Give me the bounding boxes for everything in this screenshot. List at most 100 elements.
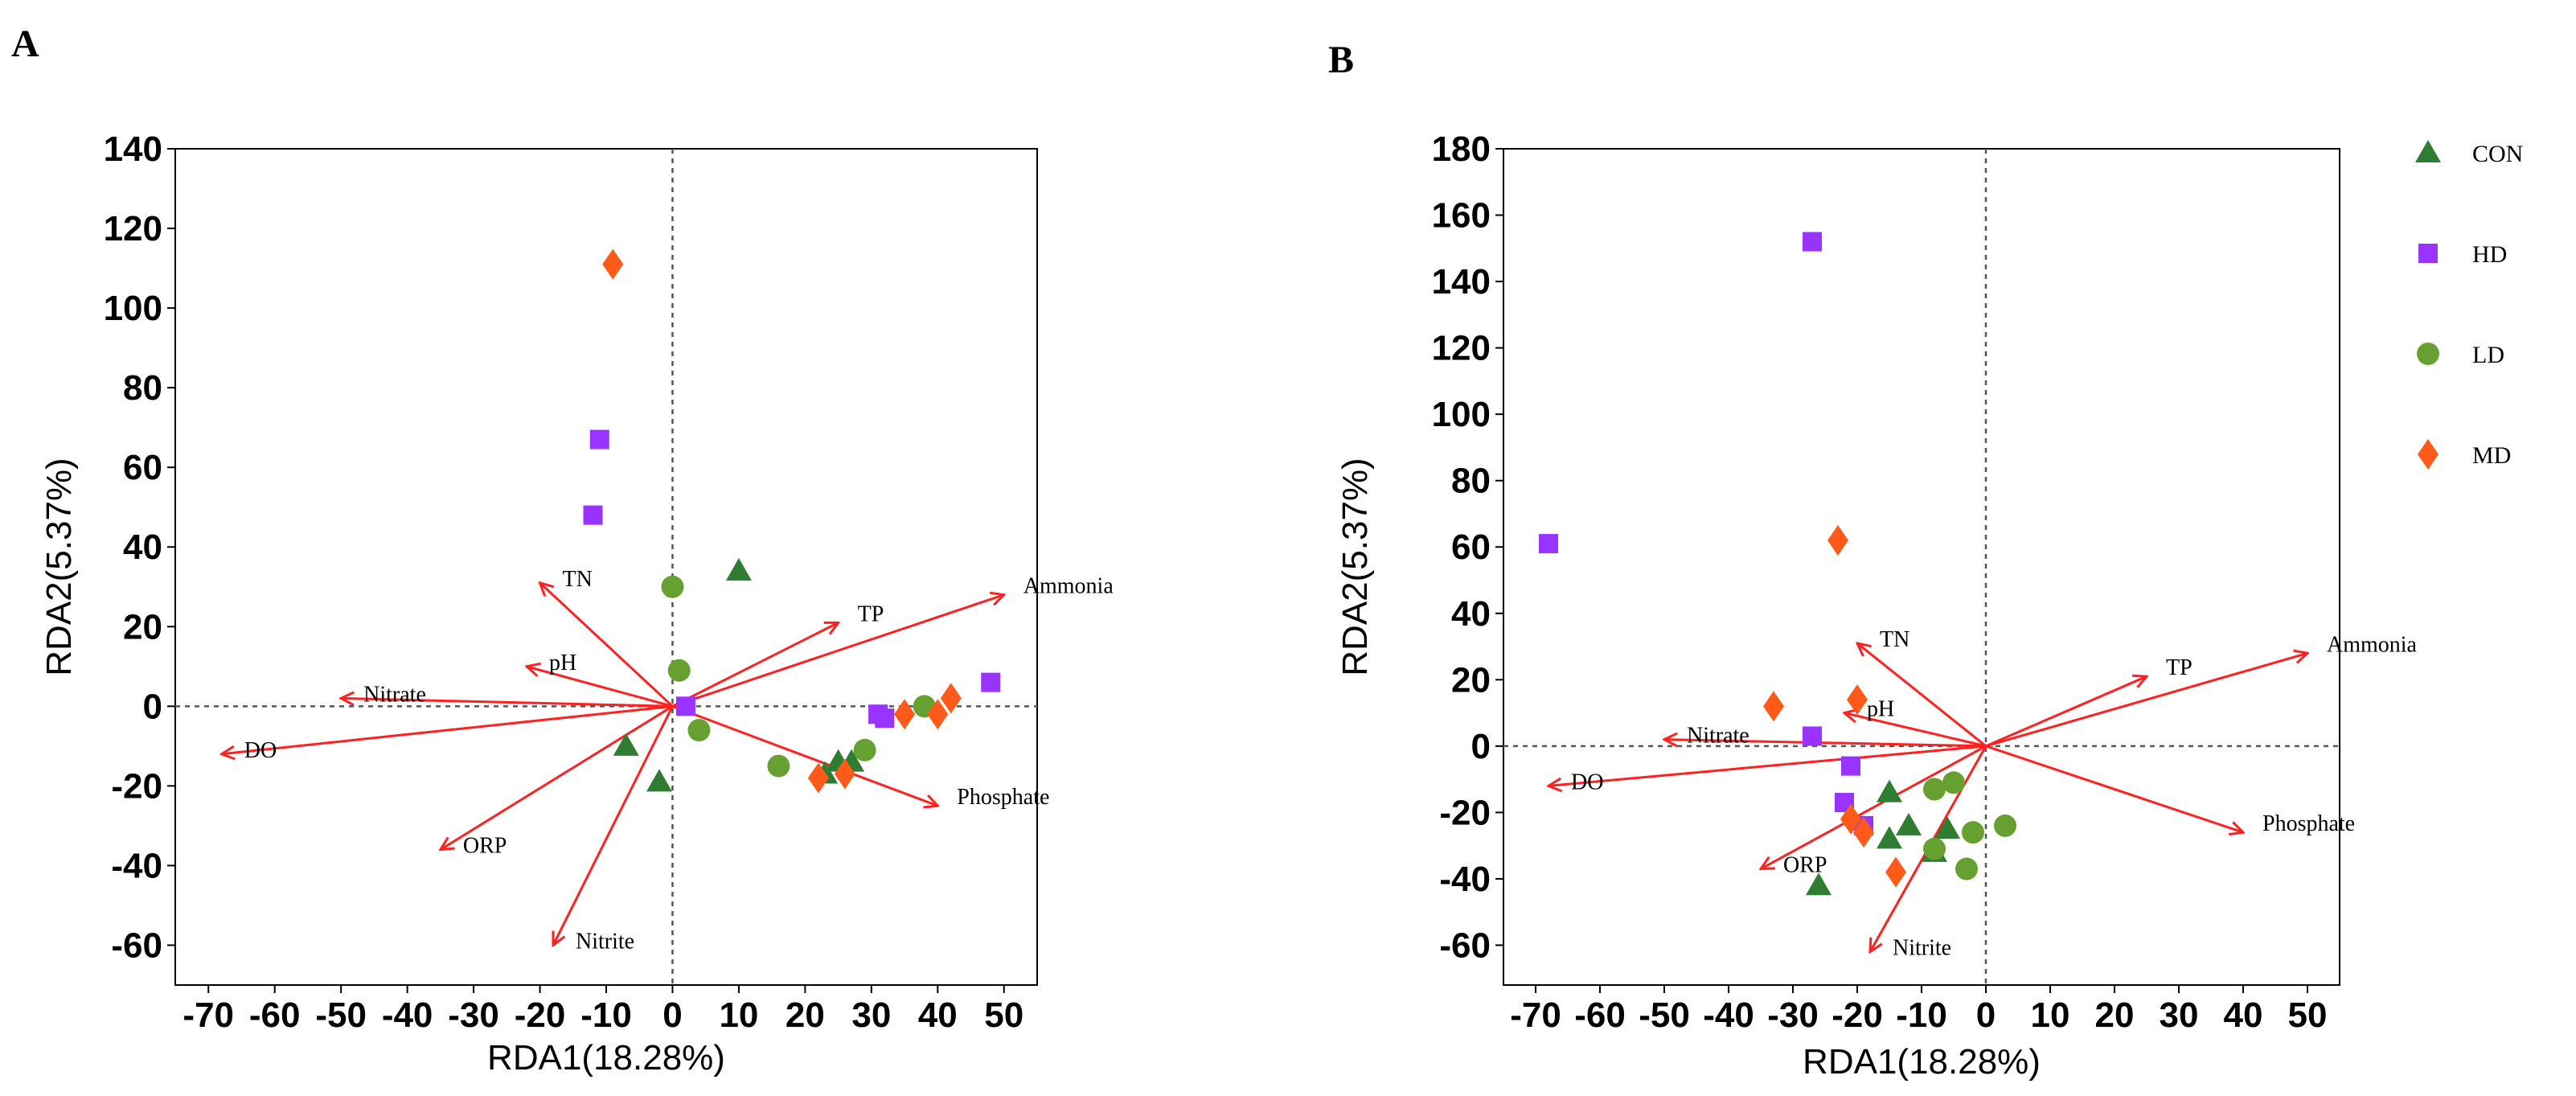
vector-arrow-ph — [1844, 713, 1987, 748]
vector-arrow-tp — [1985, 676, 2147, 748]
legend-marker-ld — [2417, 343, 2439, 365]
vector-arrow-tp — [671, 622, 838, 708]
legend-label-hd: HD — [2472, 241, 2507, 268]
vector-label-tn: TN — [1880, 627, 1909, 652]
point-hd — [1803, 726, 1822, 746]
legend-marker-md — [2418, 439, 2439, 470]
vector-label-nitrite: Nitrite — [1893, 936, 1951, 961]
legend-label-con: CON — [2472, 141, 2523, 167]
point-con — [1877, 779, 1902, 803]
vector-label-ph: pH — [549, 651, 576, 675]
vector-label-phosphate: Phosphate — [957, 785, 1049, 810]
vector-arrow-tn — [1857, 643, 1987, 748]
point-con — [646, 769, 672, 792]
x-tick-label: 30 — [851, 995, 891, 1035]
y-tick-label: 80 — [123, 368, 162, 408]
point-md — [1885, 856, 1906, 888]
y-tick-label: 140 — [104, 129, 162, 169]
point-ld — [1923, 837, 1946, 860]
y-axis-label: RDA2(5.37%) — [1335, 458, 1375, 675]
x-tick-label: -30 — [448, 995, 499, 1035]
x-tick-label: 10 — [2031, 995, 2070, 1035]
y-tick-label: -20 — [111, 766, 162, 806]
x-tick-label: -30 — [1767, 995, 1819, 1035]
vector-arrow-orp — [1761, 745, 1987, 869]
point-hd — [1803, 232, 1822, 252]
y-tick-label: -60 — [111, 926, 162, 965]
y-tick-label: 40 — [123, 527, 162, 567]
point-ld — [1923, 778, 1946, 801]
vector-label-ammonia: Ammonia — [2327, 632, 2418, 657]
vector-arrow-nitrate — [341, 698, 673, 708]
vector-label-do: DO — [1571, 770, 1603, 794]
point-md — [1840, 803, 1861, 835]
x-tick-label: 30 — [2160, 995, 2199, 1035]
legend: CON HD LD MD — [2415, 140, 2523, 470]
point-md — [927, 699, 949, 730]
point-hd — [875, 708, 895, 729]
vector-arrow-tn — [540, 583, 674, 708]
vector-arrow-nitrate — [1664, 740, 1987, 748]
y-tick-label: 80 — [1451, 462, 1491, 501]
point-md — [1853, 817, 1874, 848]
point-md — [1827, 524, 1848, 556]
vector-arrow-ammonia — [671, 595, 1003, 708]
x-axis-label: RDA1(18.28%) — [487, 1038, 725, 1078]
point-ld — [853, 738, 876, 761]
point-ld — [767, 754, 790, 778]
vector-label-do: DO — [244, 738, 277, 763]
vector-arrow-do — [222, 704, 673, 753]
point-con — [725, 557, 752, 581]
vector-arrow-nitrite — [553, 705, 674, 945]
point-md — [834, 758, 855, 790]
y-axis-label: RDA2(5.37%) — [39, 458, 79, 675]
y-tick-label: 20 — [1451, 660, 1491, 700]
y-tick-label: 100 — [1432, 395, 1491, 434]
vector-label-tn: TN — [563, 567, 593, 592]
x-tick-label: 0 — [662, 995, 682, 1035]
y-tick-label: 60 — [123, 448, 162, 487]
x-tick-label: -10 — [580, 995, 632, 1035]
x-tick-label: 50 — [984, 995, 1023, 1035]
x-axis-label: RDA1(18.28%) — [1803, 1042, 2041, 1082]
x-tick-label: -20 — [515, 995, 566, 1035]
point-ld — [1942, 771, 1965, 794]
y-tick-label: 0 — [1471, 727, 1491, 766]
point-md — [894, 699, 916, 730]
x-tick-label: -60 — [1574, 995, 1626, 1035]
x-tick-label: -70 — [183, 995, 234, 1035]
panel-label-b: B — [1328, 39, 1354, 81]
vector-label-orp: ORP — [463, 834, 507, 859]
legend-marker-hd — [2418, 244, 2438, 263]
point-hd — [583, 505, 603, 525]
point-md — [602, 248, 624, 280]
vector-label-nitrite: Nitrite — [576, 929, 634, 954]
legend-label-md: MD — [2472, 442, 2511, 469]
legend-label-ld: LD — [2472, 342, 2504, 368]
x-tick-label: 20 — [2095, 995, 2135, 1035]
x-tick-label: 0 — [1976, 995, 1996, 1035]
panel-label-a: A — [11, 23, 39, 65]
point-ld — [687, 719, 711, 742]
y-tick-label: 160 — [1432, 196, 1491, 236]
y-tick-label: -40 — [1439, 860, 1491, 899]
y-tick-label: 140 — [1432, 262, 1491, 302]
point-ld — [1994, 814, 2016, 837]
vector-arrow-ammonia — [1985, 653, 2307, 748]
point-con — [1934, 816, 1960, 839]
point-con — [1877, 826, 1902, 849]
vector-label-phosphate: Phosphate — [2262, 811, 2355, 836]
point-md — [1763, 691, 1784, 722]
x-tick-label: -50 — [1639, 995, 1690, 1035]
vector-label-tp: TP — [858, 601, 884, 626]
y-tick-label: -20 — [1439, 793, 1491, 832]
point-hd — [981, 672, 1001, 692]
x-tick-label: -40 — [1703, 995, 1754, 1035]
y-tick-label: 100 — [104, 289, 162, 328]
point-md — [940, 683, 962, 714]
x-tick-label: -20 — [1832, 995, 1883, 1035]
point-hd — [675, 696, 695, 716]
